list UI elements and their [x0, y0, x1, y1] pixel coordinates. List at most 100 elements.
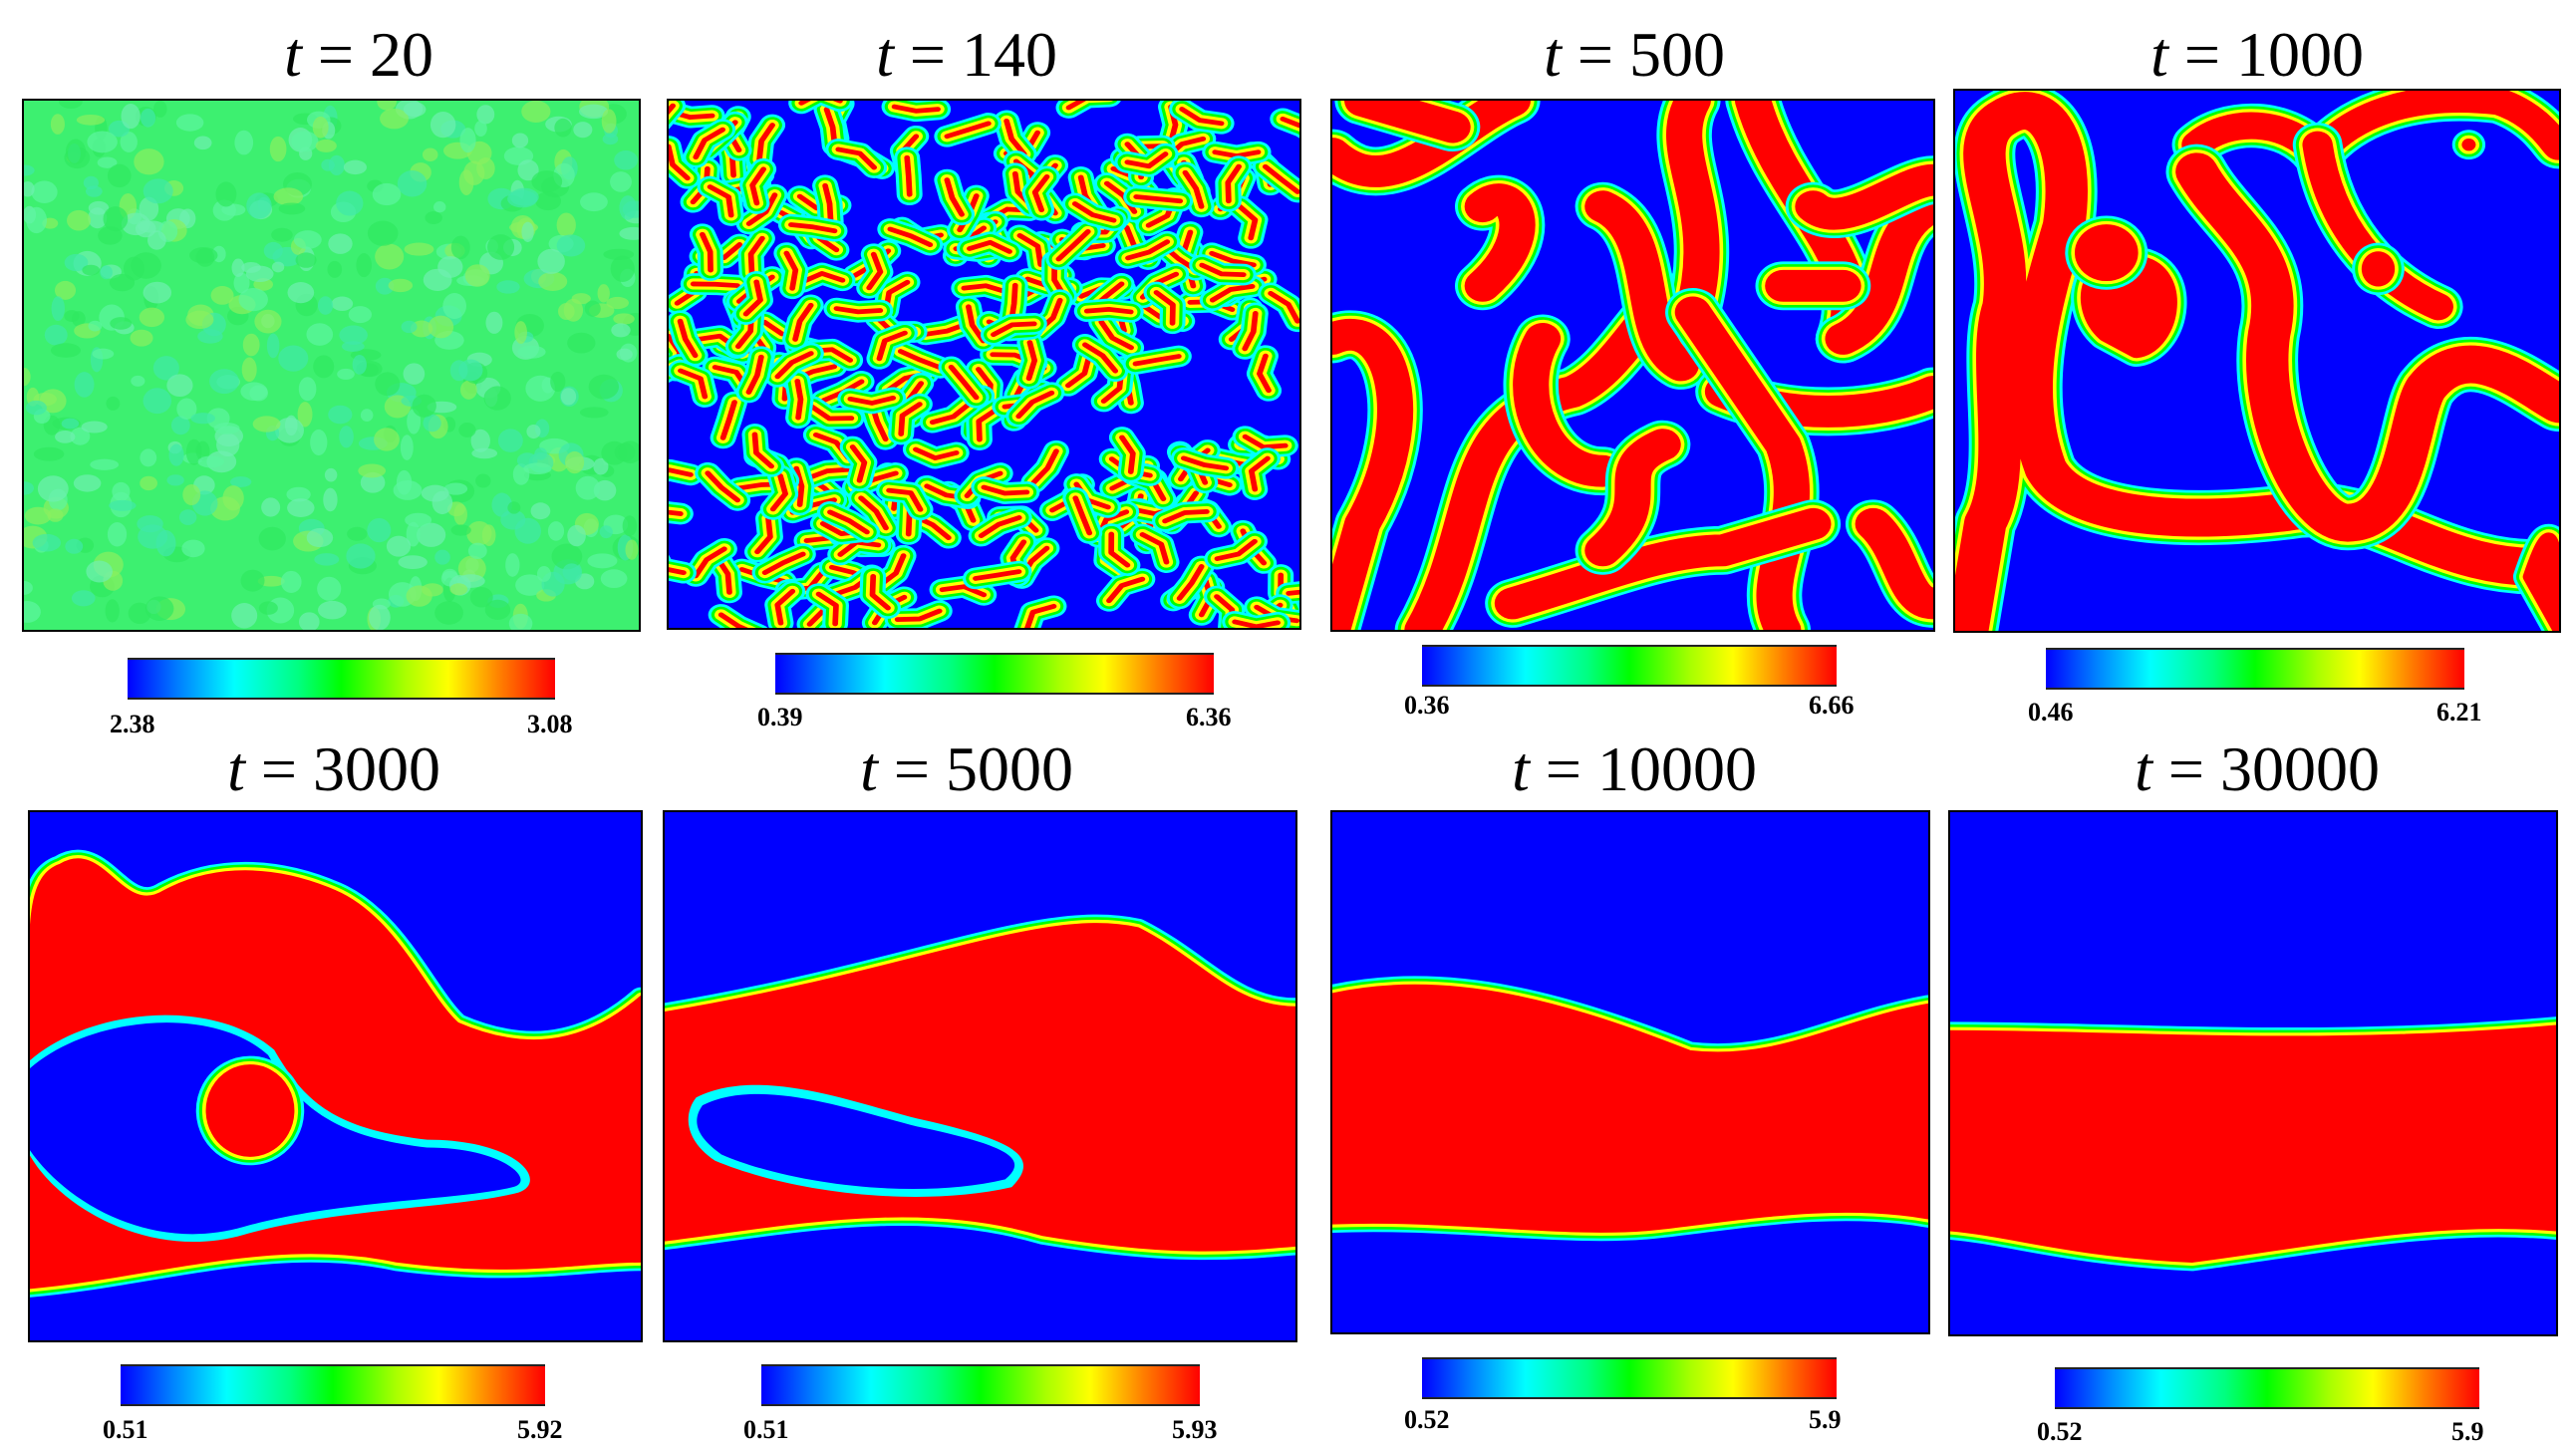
fluctuation: [500, 509, 526, 530]
fluctuation: [313, 355, 335, 379]
fluctuation: [600, 569, 628, 589]
fluctuation: [505, 553, 520, 577]
red-domain: [866, 251, 884, 291]
title-value: = 20: [317, 19, 433, 90]
red-domain: [1065, 101, 1087, 111]
fluctuation: [431, 490, 453, 515]
fluctuation: [537, 248, 565, 274]
fluctuation: [55, 431, 76, 443]
red-domain: [1024, 603, 1057, 628]
red-domain: [898, 402, 923, 436]
fluctuation: [343, 159, 367, 175]
fluctuation: [110, 317, 133, 330]
red-domain: [783, 250, 799, 291]
fluctuation: [593, 457, 609, 475]
fluctuation: [375, 372, 401, 397]
fluctuation: [88, 207, 108, 229]
fluctuation: [346, 543, 376, 569]
fluctuation: [367, 220, 399, 246]
fluctuation: [547, 521, 565, 541]
colorbar-min-label: 0.36: [1404, 691, 1450, 720]
fluctuation: [573, 122, 593, 139]
fluctuation: [556, 234, 586, 257]
red-domain: [1176, 564, 1205, 601]
red-domain: [891, 104, 941, 114]
red-domain: [1030, 448, 1059, 485]
fluctuation: [182, 483, 201, 506]
fluctuation: [497, 429, 523, 452]
red-domain: [1332, 984, 1928, 1233]
colorbar-min-label: 0.46: [2028, 698, 2074, 726]
fluctuation: [491, 492, 512, 517]
fluctuation: [266, 333, 280, 359]
red-domain: [835, 146, 878, 170]
fluctuation: [530, 502, 551, 520]
fluctuation: [152, 356, 179, 381]
red-domain: [991, 321, 1037, 338]
red-domain: [699, 231, 714, 273]
red-domain: [1082, 342, 1119, 374]
fluctuation: [67, 209, 91, 231]
red-domain: [1280, 117, 1299, 129]
colorbar-max-label: 5.92: [517, 1415, 563, 1444]
fluctuation: [375, 277, 395, 295]
fluctuation: [83, 175, 99, 190]
red-domain: [792, 302, 814, 342]
fluctuation: [406, 521, 421, 547]
fluctuation: [170, 416, 190, 435]
red-domain: [1071, 201, 1117, 223]
fluctuation: [314, 553, 340, 566]
fluctuation: [437, 255, 463, 278]
red-domain: [690, 281, 740, 288]
fluctuation: [109, 499, 137, 511]
fluctuation: [261, 497, 281, 517]
fluctuation: [137, 515, 163, 533]
panel-title: t = 20: [40, 18, 678, 92]
red-domain: [897, 349, 944, 371]
fluctuation: [234, 130, 254, 155]
fluctuation: [287, 282, 315, 304]
fluctuation: [453, 503, 467, 526]
colorbar: [2046, 648, 2464, 690]
fluctuation: [471, 447, 498, 459]
fluctuation: [82, 264, 101, 276]
fluctuation: [233, 272, 250, 294]
fluctuation: [310, 429, 328, 455]
concentration-field-3: [1953, 89, 2561, 633]
fluctuation: [425, 211, 442, 225]
red-domain: [205, 1064, 295, 1157]
red-domain: [939, 584, 988, 598]
colorbar-max-label: 6.36: [1186, 703, 1232, 731]
fluctuation: [306, 528, 334, 548]
fluctuation: [339, 426, 354, 448]
red-domain: [1286, 589, 1299, 596]
fluctuation: [324, 467, 338, 482]
colorbar: [761, 1364, 1200, 1406]
fluctuation: [458, 423, 476, 437]
red-domain: [747, 235, 765, 275]
red-domain: [1162, 508, 1210, 524]
fluctuation: [525, 375, 556, 402]
red-domain: [707, 184, 734, 218]
concentration-field-7: [1948, 810, 2558, 1336]
fluctuation: [563, 298, 584, 322]
red-domain: [717, 612, 748, 628]
fluctuation: [406, 585, 432, 607]
fluctuation: [128, 602, 151, 625]
fluctuation: [403, 102, 427, 118]
fluctuation: [166, 474, 184, 486]
fluctuation: [271, 227, 293, 242]
red-domain: [1072, 495, 1093, 536]
fluctuation: [336, 190, 364, 216]
colorbar-max-label: 5.9: [2451, 1417, 2484, 1446]
fluctuation: [481, 524, 496, 546]
title-variable: t: [284, 19, 302, 90]
fluctuation: [369, 604, 391, 630]
fluctuation: [374, 428, 400, 451]
panel-title: t = 1000: [1938, 18, 2576, 92]
fluctuation: [358, 463, 387, 478]
fluctuation: [24, 180, 35, 197]
fluctuation: [123, 256, 144, 281]
fluctuation: [209, 369, 239, 395]
fluctuation: [588, 374, 620, 400]
